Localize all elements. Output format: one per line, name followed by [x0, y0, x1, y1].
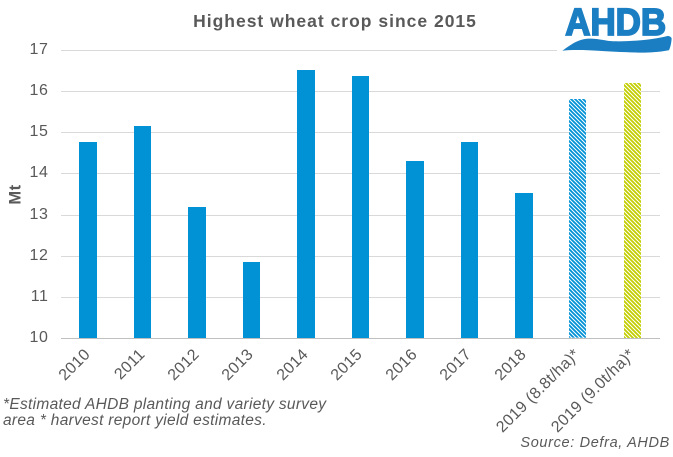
svg-text:AHDB: AHDB	[565, 5, 666, 43]
